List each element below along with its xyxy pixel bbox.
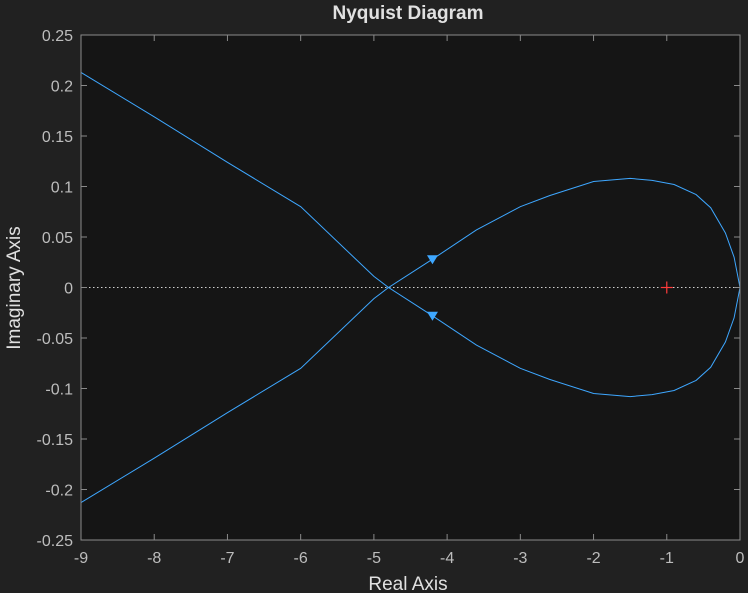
x-tick-label: -3 <box>513 550 527 567</box>
x-tick-label: -9 <box>74 550 88 567</box>
y-axis-label: Imaginary Axis <box>4 226 25 350</box>
curve-layer <box>80 71 741 504</box>
x-tick-label: -6 <box>294 550 308 567</box>
x-tick-label: 0 <box>736 550 745 567</box>
y-ticks: 0.25 0.2 0.15 0.1 0.05 0 -0.05 -0.1 -0.15 -0.2 -0.… <box>37 28 740 550</box>
y-tick-label: -0.25 <box>37 533 74 550</box>
x-ticks: -9 -8 -7 -6 -5 -4 -3 -2 -1 0 <box>74 35 745 567</box>
direction-arrow-1 <box>426 255 438 265</box>
y-tick-label: 0.25 <box>42 28 73 45</box>
x-tick-label: -8 <box>147 550 161 567</box>
direction-arrow-2 <box>426 311 438 321</box>
x-tick-label: -2 <box>586 550 600 567</box>
nyquist-branch-upper <box>80 71 741 289</box>
y-tick-label: -0.2 <box>45 483 73 500</box>
x-axis-label: Real Axis <box>368 574 447 593</box>
y-tick-label: 0.2 <box>51 79 73 96</box>
y-tick-label: -0.1 <box>45 382 73 399</box>
y-tick-label: -0.05 <box>37 331 74 348</box>
x-tick-label: -7 <box>220 550 234 567</box>
chart-title: Nyquist Diagram <box>333 3 484 24</box>
y-tick-label: 0.15 <box>42 129 73 146</box>
marker-layer <box>426 255 673 321</box>
x-tick-label: -4 <box>440 550 454 567</box>
y-tick-label: 0.1 <box>51 180 73 197</box>
critical-point-marker <box>660 281 673 294</box>
nyquist-branch-lower <box>80 286 741 504</box>
y-tick-label: -0.15 <box>37 432 74 449</box>
y-tick-label: 0 <box>64 281 73 298</box>
x-tick-label: -5 <box>367 550 381 567</box>
y-tick-label: 0.05 <box>42 230 73 247</box>
x-tick-label: -1 <box>660 550 674 567</box>
